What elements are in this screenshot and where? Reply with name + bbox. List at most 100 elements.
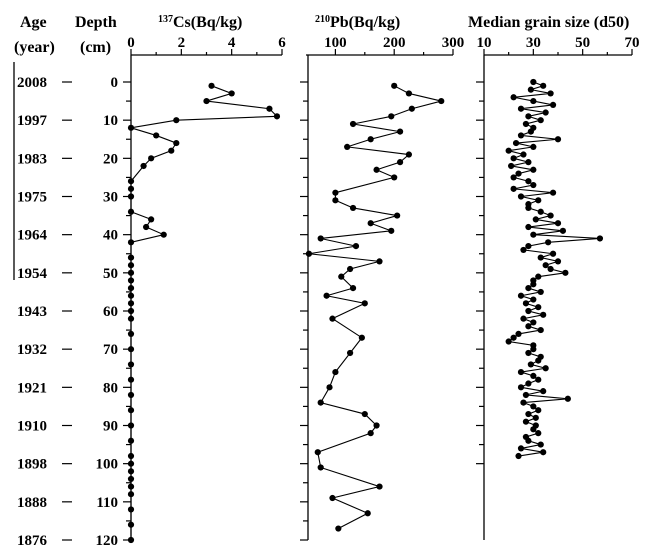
pb210-data-point (376, 483, 383, 490)
grain-size-data-point (530, 296, 537, 303)
grain-size-data-point (537, 208, 544, 215)
grain-size-data-point (525, 113, 532, 120)
grain-size-data-point (510, 174, 517, 181)
cs137-data-point (127, 468, 135, 475)
grain-size-data-point (549, 250, 557, 257)
cs137-x-tick-label: 6 (278, 35, 286, 51)
age-label: 1975 (17, 190, 47, 206)
pb210-data-point (305, 250, 313, 257)
depth-tick-label: 0 (111, 75, 119, 91)
cs137-data-point (143, 223, 150, 231)
cs137-data-point (127, 239, 135, 246)
cs137-data-point (127, 193, 135, 200)
plots-group: 0 2 4 6 100 200 300 10 30 50 70 0 10 20 30 40 50 60 70 80 90… (17, 35, 640, 548)
grain-size-data-point (537, 117, 544, 124)
pb210-data-point (329, 315, 336, 322)
cs137-title-main: Cs(Bq/kg) (173, 14, 242, 31)
age-label: 1954 (17, 266, 48, 282)
grain-size-data-point (510, 94, 517, 101)
grain-size-data-point (527, 128, 534, 135)
grain-size-data-point (530, 281, 537, 288)
cs137-data-point (228, 90, 235, 97)
pb210-data-point (394, 212, 401, 219)
cs137-data-point (266, 105, 273, 112)
cs137-data-point (127, 361, 135, 368)
cs137-x-tick-label: 2 (178, 35, 186, 51)
depth-tick-label: 40 (103, 228, 118, 244)
cs137-data-point (127, 124, 135, 131)
age-label: 2008 (17, 75, 47, 91)
pb210-data-point (344, 143, 351, 150)
grain-size-data-point (549, 101, 557, 108)
grain-size-data-point (525, 323, 532, 330)
cs137-data-point (173, 139, 180, 147)
grain-size-data-point (525, 178, 532, 185)
cs137-data-point (148, 155, 155, 162)
grain-size-data-point (522, 418, 530, 425)
pb210-x-tick-label: 100 (324, 35, 347, 51)
grain-size-data-point (549, 189, 557, 196)
grain-size-data-point (537, 254, 544, 261)
age-label: 1921 (17, 380, 47, 396)
grain-size-data-point (525, 380, 532, 387)
grain-size-data-point (517, 384, 525, 391)
grain-size-data-point (530, 372, 537, 379)
pb210-data-point (332, 197, 339, 204)
pb210-data-point (323, 292, 330, 299)
cs137-data-point (127, 483, 135, 490)
depth-tick-label: 30 (103, 190, 118, 206)
grain-size-data-point (532, 414, 539, 421)
grain-size-data-point (542, 365, 549, 372)
cs137-data-point (127, 391, 135, 399)
pb210-data-point (332, 368, 339, 376)
pb210-data-point (388, 113, 395, 120)
pb210-data-point (396, 159, 404, 166)
grain-size-data-point (520, 151, 527, 158)
age-label: 1932 (17, 342, 47, 358)
depth-tick-label: 50 (103, 266, 118, 282)
depth-tick-label: 60 (103, 304, 118, 320)
grain-size-x-tick-label: 30 (526, 35, 541, 51)
grain-size-data-point (527, 86, 534, 93)
pb210-data-point (373, 422, 380, 429)
cs137-data-point (127, 300, 135, 307)
pb210-series-line (308, 85, 442, 530)
grain-size-data-point (525, 204, 532, 212)
grain-size-data-point (540, 388, 547, 395)
age-label: 1888 (17, 495, 47, 511)
grain-size-data-point (530, 97, 537, 105)
depth-tick-label: 110 (96, 495, 118, 511)
grain-size-data-point (530, 143, 537, 150)
cs137-data-point (127, 178, 135, 185)
cs137-data-point (127, 208, 135, 215)
depth-tick-label: 80 (103, 380, 118, 396)
grain-size-data-point (525, 159, 532, 166)
grain-size-data-point (530, 78, 537, 86)
pb210-data-point (376, 258, 383, 265)
grain-size-data-point (525, 349, 532, 357)
cs137-data-point (273, 113, 281, 120)
pb210-data-point (361, 300, 368, 307)
pb210-data-point (405, 151, 412, 158)
cs137-data-point (127, 376, 135, 383)
age-label: 1898 (17, 457, 47, 473)
cs137-data-point (127, 437, 135, 444)
pb210-title-main: Pb(Bq/kg) (330, 14, 400, 31)
grain-size-data-point (520, 399, 527, 406)
grain-size-data-point (537, 326, 544, 334)
grain-size-data-point (540, 311, 547, 318)
cs137-data-point (127, 407, 135, 414)
age-header-line1: Age (20, 14, 47, 31)
grain-size-data-point (520, 315, 527, 322)
cs137-series-line (130, 85, 279, 540)
cs137-data-point (203, 97, 210, 105)
pb210-title-sup: 210 (315, 14, 330, 25)
depth-tick-label: 70 (103, 342, 118, 358)
grain-size-data-point (530, 166, 537, 173)
grain-size-data-point (540, 449, 547, 456)
grain-size-data-point (547, 265, 554, 273)
grain-size-data-point (545, 239, 552, 246)
grain-size-data-point (537, 441, 544, 448)
grain-size-data-point (554, 136, 562, 143)
